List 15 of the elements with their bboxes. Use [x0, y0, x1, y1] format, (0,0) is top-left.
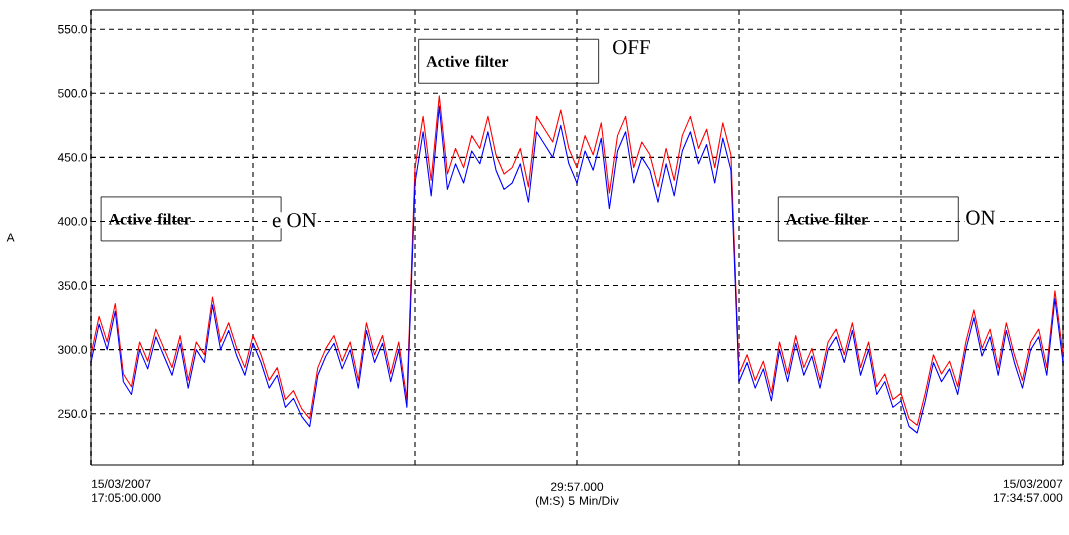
- y-tick-label: 350.0: [58, 281, 88, 290]
- x-axis-title: 29:57.000 (M:S) 5 Min/Div: [535, 482, 619, 508]
- y-tick-label: 550.0: [58, 24, 88, 34]
- y-tick-label: 450.0: [57, 153, 88, 162]
- annotation: ON: [966, 210, 996, 225]
- y-tick-label: 400.0: [57, 217, 88, 226]
- text: 15/03/2007 17:34:57.000: [993, 479, 1063, 502]
- annotation: e ON: [272, 213, 317, 228]
- text: 15/03/2007 17:05:00.000: [92, 479, 161, 502]
- annotation: OFF: [613, 40, 650, 55]
- y-tick-label: 500.0: [58, 89, 88, 98]
- annotation: Active filter: [426, 55, 509, 67]
- y-tick-label: 250.0: [58, 409, 88, 418]
- y-tick-label: 300.0: [58, 345, 88, 354]
- y-axis-title: A: [6, 233, 15, 242]
